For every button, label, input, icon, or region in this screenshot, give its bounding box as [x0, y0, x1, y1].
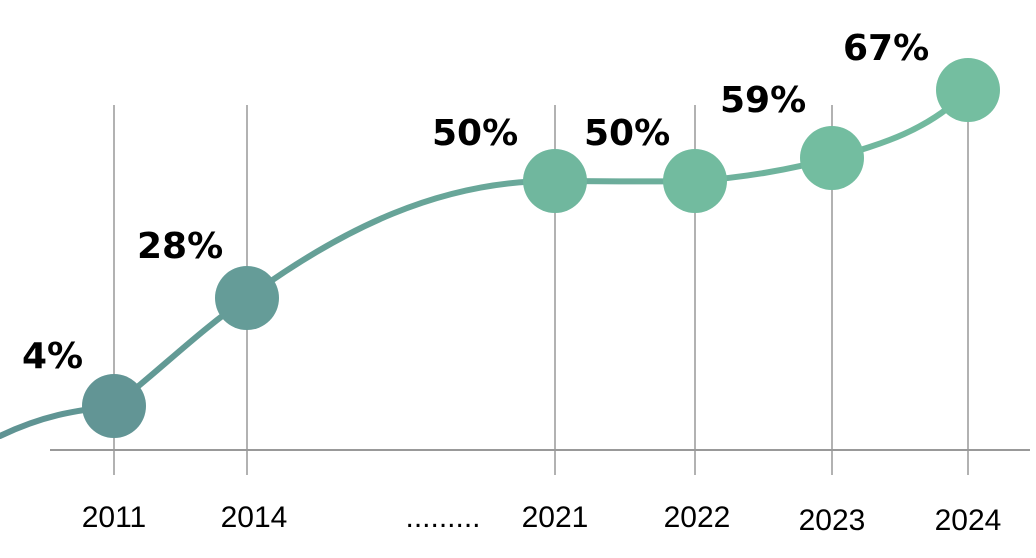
point-2014 [215, 266, 279, 330]
data-points [82, 58, 1000, 438]
value-label: 28% [137, 226, 223, 267]
value-label: 4% [22, 336, 83, 377]
x-tick-label: 2011 [82, 501, 147, 534]
x-tick-label: 2024 [935, 504, 1002, 537]
point-2011 [82, 374, 146, 438]
value-label: 67% [843, 28, 929, 69]
x-tick-label: 2021 [522, 501, 589, 534]
point-2021 [523, 149, 587, 213]
value-label: 50% [432, 113, 518, 154]
x-tick-labels: 2011 2014 ......... 2021 2022 2023 2024 [82, 501, 1002, 537]
value-labels: 4% 28% 50% 50% 59% 67% [22, 28, 929, 377]
x-tick-label: 2014 [221, 501, 288, 534]
value-label: 59% [720, 80, 806, 121]
point-2022 [663, 149, 727, 213]
x-tick-label: 2023 [799, 504, 866, 537]
point-2023 [800, 126, 864, 190]
x-tick-label: 2022 [664, 501, 731, 534]
point-2024 [936, 58, 1000, 122]
axis-break-label: ......... [405, 501, 480, 534]
value-label: 50% [584, 113, 670, 154]
